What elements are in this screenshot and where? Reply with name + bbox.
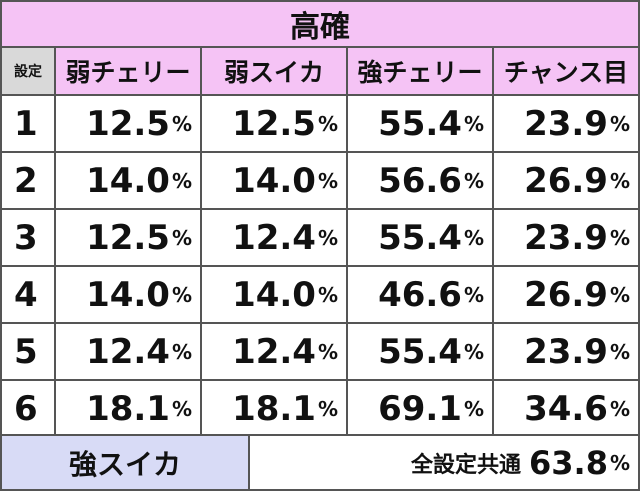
table-cell: 12.5% (54, 208, 202, 267)
cell-value: 18.1 (232, 388, 316, 429)
footer-text: 全設定共通 (410, 452, 521, 478)
cell-value: 14.0 (232, 160, 316, 201)
percent-sign: % (171, 225, 192, 250)
cell-value: 14.0 (86, 274, 170, 315)
table-cell: 12.4% (54, 322, 202, 381)
cell-value: 18.1 (86, 388, 170, 429)
percent-sign: % (463, 225, 484, 250)
percent-sign: % (609, 111, 630, 136)
cell-value: 12.5 (86, 217, 170, 258)
table-cell: 12.4% (200, 208, 348, 267)
percent-sign: % (317, 282, 338, 307)
percent-sign: % (609, 225, 630, 250)
row-setting-label: 3 (0, 208, 56, 267)
row-setting-label: 4 (0, 265, 56, 324)
footer-number: 63.8 (529, 443, 608, 482)
cell-value: 12.5 (232, 103, 316, 144)
table-cell: 12.4% (200, 322, 348, 381)
percent-sign: % (609, 396, 630, 421)
row-setting-label: 2 (0, 151, 56, 210)
header-weak-cherry: 弱チェリー (54, 46, 202, 96)
percent-sign: % (171, 111, 192, 136)
table-cell: 23.9% (492, 322, 640, 381)
percent-sign: % (463, 168, 484, 193)
table-cell: 14.0% (200, 151, 348, 210)
row-setting-label: 1 (0, 94, 56, 153)
table-cell: 14.0% (54, 265, 202, 324)
table-cell: 14.0% (54, 151, 202, 210)
cell-value: 12.4 (232, 217, 316, 258)
percent-sign: % (463, 111, 484, 136)
percent-sign: % (463, 396, 484, 421)
percent-sign: % (171, 282, 192, 307)
cell-value: 23.9 (524, 331, 608, 372)
cell-value: 14.0 (232, 274, 316, 315)
cell-value: 55.4 (378, 331, 462, 372)
cell-value: 55.4 (378, 103, 462, 144)
table-cell: 12.5% (54, 94, 202, 153)
cell-value: 26.9 (524, 160, 608, 201)
table-cell: 56.6% (346, 151, 494, 210)
header-chance-eye: チャンス目 (492, 46, 640, 96)
table-cell: 26.9% (492, 151, 640, 210)
cell-value: 12.5 (86, 103, 170, 144)
cell-value: 46.6 (378, 274, 462, 315)
percent-sign: % (171, 168, 192, 193)
percent-sign: % (609, 339, 630, 364)
table-cell: 55.4% (346, 208, 494, 267)
cell-value: 12.4 (232, 331, 316, 372)
table-cell: 46.6% (346, 265, 494, 324)
percent-sign: % (463, 339, 484, 364)
table-cell: 55.4% (346, 94, 494, 153)
table-title: 高確 (0, 0, 640, 48)
table-cell: 69.1% (346, 379, 494, 438)
row-setting-label: 5 (0, 322, 56, 381)
table-cell: 18.1% (200, 379, 348, 438)
percent-sign: % (317, 168, 338, 193)
row-setting-label: 6 (0, 379, 56, 438)
percent-sign: % (171, 396, 192, 421)
percent-sign: % (609, 282, 630, 307)
footer-value: 全設定共通 63.8 % (248, 434, 640, 491)
header-weak-watermelon: 弱スイカ (200, 46, 348, 96)
percent-sign: % (317, 225, 338, 250)
table-cell: 12.5% (200, 94, 348, 153)
cell-value: 34.6 (524, 388, 608, 429)
cell-value: 69.1 (378, 388, 462, 429)
percent-sign: % (317, 339, 338, 364)
percent-sign: % (317, 396, 338, 421)
footer-percent: % (609, 450, 630, 475)
table-cell: 14.0% (200, 265, 348, 324)
cell-value: 12.4 (86, 331, 170, 372)
cell-value: 14.0 (86, 160, 170, 201)
percent-sign: % (463, 282, 484, 307)
footer-label: 強スイカ (0, 434, 250, 491)
table-cell: 23.9% (492, 94, 640, 153)
header-strong-cherry: 強チェリー (346, 46, 494, 96)
table-cell: 34.6% (492, 379, 640, 438)
table-cell: 55.4% (346, 322, 494, 381)
header-setting: 設定 (0, 46, 56, 96)
cell-value: 26.9 (524, 274, 608, 315)
table-cell: 18.1% (54, 379, 202, 438)
cell-value: 23.9 (524, 217, 608, 258)
percent-sign: % (317, 111, 338, 136)
cell-value: 56.6 (378, 160, 462, 201)
cell-value: 55.4 (378, 217, 462, 258)
cell-value: 23.9 (524, 103, 608, 144)
table-cell: 23.9% (492, 208, 640, 267)
table-cell: 26.9% (492, 265, 640, 324)
percent-sign: % (609, 168, 630, 193)
percent-sign: % (171, 339, 192, 364)
